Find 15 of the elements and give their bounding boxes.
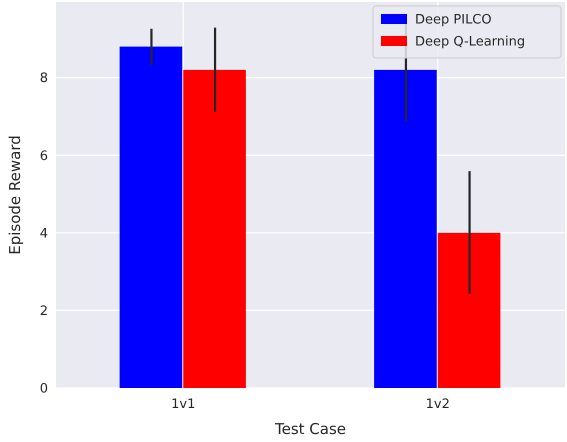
x-axis-title: Test Case	[274, 420, 346, 438]
y-tick-label: 2	[40, 304, 48, 319]
y-tick-label: 8	[40, 71, 48, 86]
legend-label: Deep PILCO	[415, 12, 492, 28]
x-tick-label: 1v1	[171, 397, 196, 412]
y-tick-label: 6	[40, 148, 48, 164]
x-tick-label: 1v2	[426, 397, 450, 412]
y-tick-label: 4	[40, 226, 48, 242]
bar	[438, 232, 500, 388]
bar	[183, 70, 246, 388]
bar	[374, 70, 437, 388]
y-axis-title: Episode Reward	[6, 135, 24, 255]
legend-label: Deep Q-Learning	[415, 34, 526, 50]
bar	[120, 46, 182, 388]
y-tick-label: 0	[40, 382, 48, 397]
